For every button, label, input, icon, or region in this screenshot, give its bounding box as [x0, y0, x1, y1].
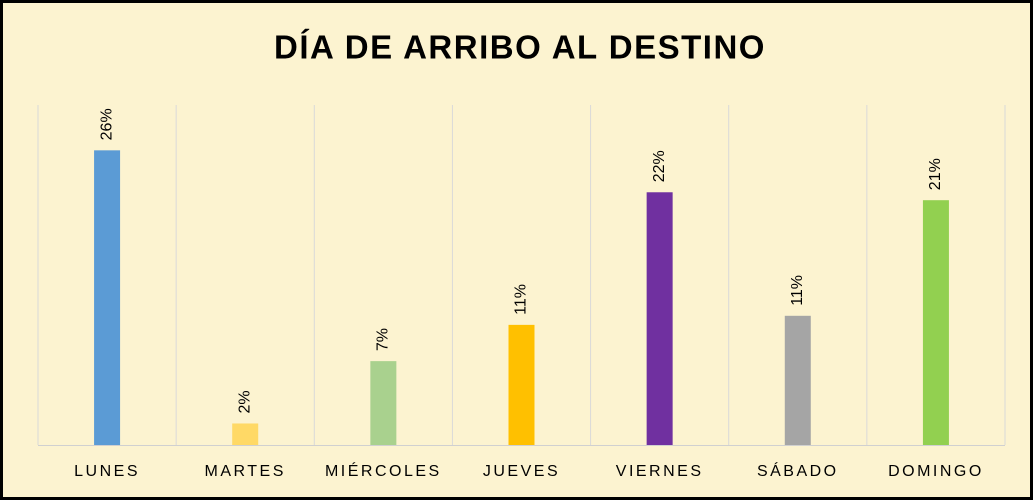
x-tick-label: VIERNES	[616, 463, 704, 480]
x-tick-label: JUEVES	[483, 463, 560, 480]
x-tick-label: MARTES	[205, 463, 286, 480]
bar	[508, 324, 535, 445]
x-tick-label: LUNES	[74, 463, 140, 480]
data-label: 11%	[789, 275, 806, 306]
bar	[232, 423, 259, 445]
bar	[922, 200, 949, 445]
x-tick-label: SÁBADO	[757, 461, 839, 480]
chart-title: DÍA DE ARRIBO AL DESTINO	[274, 29, 766, 66]
data-label: 22%	[651, 150, 668, 182]
x-tick-label: DOMINGO	[888, 463, 984, 480]
data-label: 7%	[375, 328, 392, 351]
bar	[784, 315, 811, 445]
bar	[646, 192, 673, 445]
data-label: 11%	[513, 284, 530, 315]
x-tick-label: MIÉRCOLES	[325, 461, 442, 480]
data-label: 26%	[98, 108, 115, 140]
data-label: 2%	[236, 390, 253, 413]
bar	[370, 361, 397, 445]
data-label: 21%	[927, 158, 944, 190]
bar	[94, 150, 121, 446]
